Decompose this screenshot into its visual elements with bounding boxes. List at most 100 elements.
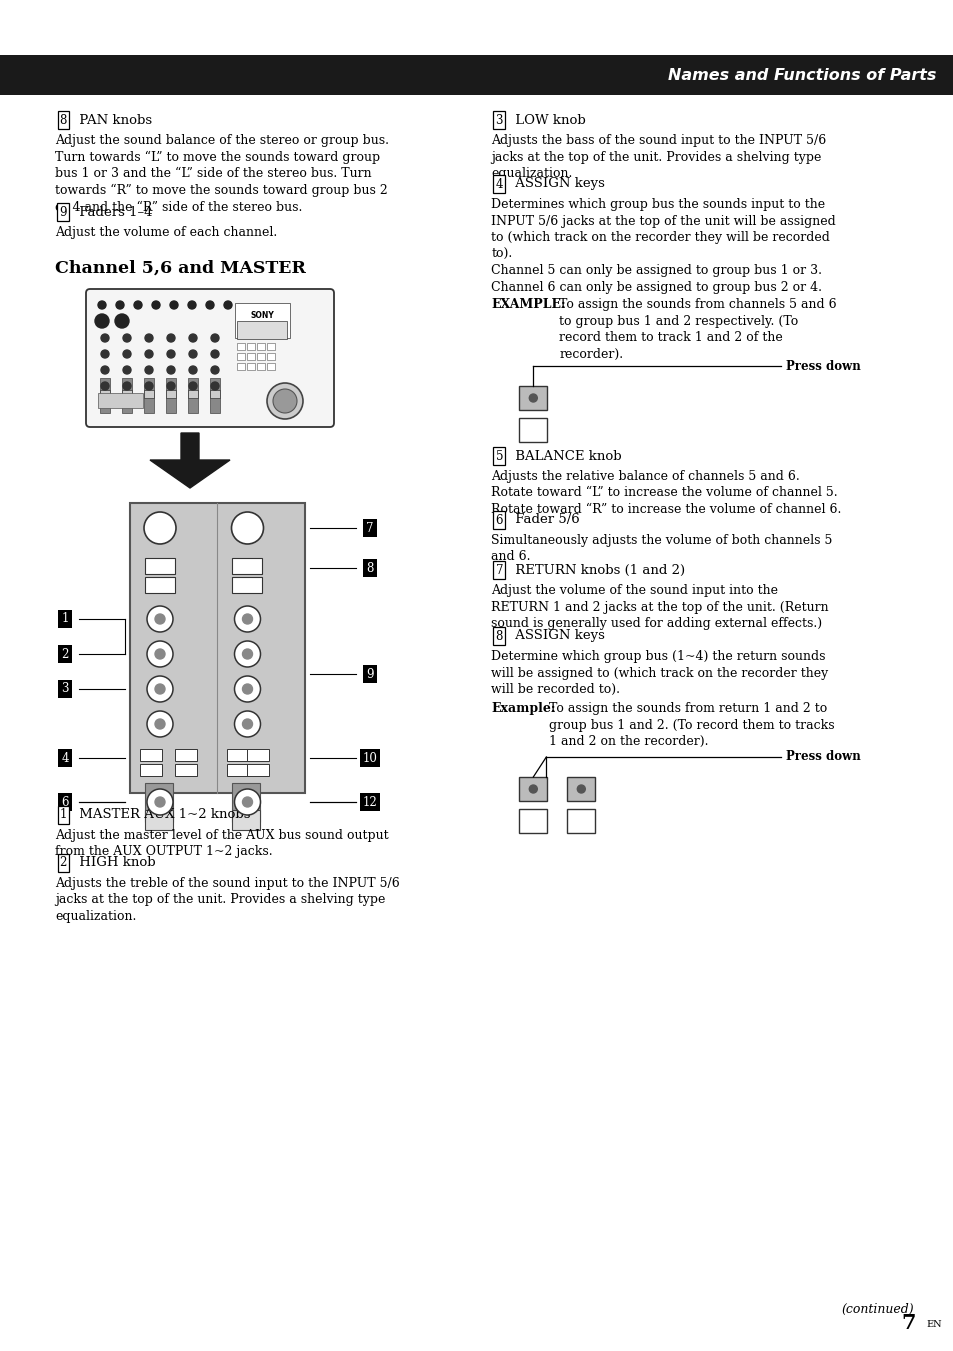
Text: 7: 7 xyxy=(901,1313,915,1333)
Text: Determines which group bus the sounds input to the
INPUT 5/6 jacks at the top of: Determines which group bus the sounds in… xyxy=(491,199,835,293)
Text: 10: 10 xyxy=(362,751,377,765)
Circle shape xyxy=(101,350,109,358)
Text: 5: 5 xyxy=(61,796,69,808)
Circle shape xyxy=(242,613,253,624)
Circle shape xyxy=(206,301,213,309)
Circle shape xyxy=(242,648,253,659)
Circle shape xyxy=(273,389,296,413)
Text: 2: 2 xyxy=(61,647,69,661)
Text: Names and Functions of Parts: Names and Functions of Parts xyxy=(667,68,935,82)
Bar xyxy=(267,353,274,359)
Bar xyxy=(145,784,172,821)
Circle shape xyxy=(147,789,172,815)
Circle shape xyxy=(167,382,174,390)
Text: 3: 3 xyxy=(495,113,502,127)
Bar xyxy=(256,343,265,350)
Bar xyxy=(140,765,162,775)
Text: Adjusts the bass of the sound input to the INPUT 5/6
jacks at the top of the uni: Adjusts the bass of the sound input to t… xyxy=(491,134,825,180)
Text: Adjust the volume of the sound input into the
RETURN 1 and 2 jacks at the top of: Adjust the volume of the sound input int… xyxy=(491,584,828,630)
FancyBboxPatch shape xyxy=(90,293,330,423)
Text: SONY: SONY xyxy=(250,311,274,320)
Text: PAN knobs: PAN knobs xyxy=(75,113,152,127)
Bar xyxy=(518,777,547,801)
Circle shape xyxy=(147,607,172,632)
Circle shape xyxy=(95,313,109,328)
Circle shape xyxy=(167,366,174,374)
Bar xyxy=(233,811,260,831)
Circle shape xyxy=(101,334,109,342)
Bar xyxy=(100,390,110,399)
Text: BALANCE knob: BALANCE knob xyxy=(511,450,621,462)
Circle shape xyxy=(123,366,131,374)
Circle shape xyxy=(234,640,260,667)
Text: Adjust the sound balance of the stereo or group bus.
Turn towards “L” to move th: Adjust the sound balance of the stereo o… xyxy=(55,134,389,213)
Bar xyxy=(140,748,162,761)
Bar xyxy=(236,322,287,339)
Text: Adjust the master level of the AUX bus sound output
from the AUX OUTPUT 1~2 jack: Adjust the master level of the AUX bus s… xyxy=(55,830,389,858)
Circle shape xyxy=(154,648,165,659)
Bar xyxy=(233,558,262,574)
Bar xyxy=(210,378,220,413)
Text: Press down: Press down xyxy=(785,359,861,373)
Bar xyxy=(144,378,153,413)
Text: 9: 9 xyxy=(59,205,67,219)
Text: 11: 11 xyxy=(362,796,377,808)
Text: Adjust the volume of each channel.: Adjust the volume of each channel. xyxy=(55,226,277,239)
Text: MASTER AUX 1~2 knobs: MASTER AUX 1~2 knobs xyxy=(75,808,251,821)
Bar xyxy=(247,353,254,359)
Bar xyxy=(122,390,132,399)
Bar xyxy=(518,809,547,834)
Circle shape xyxy=(242,797,253,807)
Circle shape xyxy=(154,613,165,624)
Circle shape xyxy=(232,512,263,544)
Circle shape xyxy=(242,719,253,730)
Circle shape xyxy=(147,676,172,703)
Circle shape xyxy=(529,394,537,403)
Text: Channel 5,6 and MASTER: Channel 5,6 and MASTER xyxy=(55,259,306,277)
Text: 5: 5 xyxy=(495,450,502,462)
Text: 4: 4 xyxy=(495,177,502,190)
Bar xyxy=(518,417,547,442)
Bar xyxy=(0,55,953,95)
Bar xyxy=(236,353,245,359)
Circle shape xyxy=(189,366,196,374)
Circle shape xyxy=(211,350,219,358)
Circle shape xyxy=(115,313,129,328)
Bar xyxy=(145,558,174,574)
Text: 6: 6 xyxy=(495,513,502,527)
Bar xyxy=(247,363,254,370)
Text: Fader 5/6: Fader 5/6 xyxy=(511,513,579,527)
Bar xyxy=(267,343,274,350)
Text: LOW knob: LOW knob xyxy=(511,113,585,127)
Bar xyxy=(166,390,175,399)
Text: HIGH knob: HIGH knob xyxy=(75,857,155,870)
Circle shape xyxy=(234,789,260,815)
Circle shape xyxy=(224,301,232,309)
Text: RETURN knobs (1 and 2): RETURN knobs (1 and 2) xyxy=(511,563,684,577)
Circle shape xyxy=(189,350,196,358)
Circle shape xyxy=(234,607,260,632)
Text: 8: 8 xyxy=(496,630,502,643)
Circle shape xyxy=(145,334,152,342)
Text: Adjusts the relative balance of channels 5 and 6.
Rotate toward “L” to increase : Adjusts the relative balance of channels… xyxy=(491,470,841,516)
Bar xyxy=(100,378,110,413)
Bar xyxy=(267,363,274,370)
Bar xyxy=(188,390,198,399)
Circle shape xyxy=(116,301,124,309)
Text: 3: 3 xyxy=(61,682,69,696)
Bar xyxy=(166,378,175,413)
Bar xyxy=(233,784,260,821)
Bar xyxy=(174,765,196,775)
Text: 1: 1 xyxy=(60,808,67,821)
Circle shape xyxy=(189,334,196,342)
Bar xyxy=(188,378,198,413)
Circle shape xyxy=(154,684,165,694)
Circle shape xyxy=(529,785,537,793)
Text: 12: 12 xyxy=(362,796,377,808)
Bar xyxy=(518,386,547,409)
Polygon shape xyxy=(150,434,230,488)
Bar xyxy=(256,363,265,370)
Bar xyxy=(567,777,595,801)
Circle shape xyxy=(234,711,260,738)
Circle shape xyxy=(145,382,152,390)
